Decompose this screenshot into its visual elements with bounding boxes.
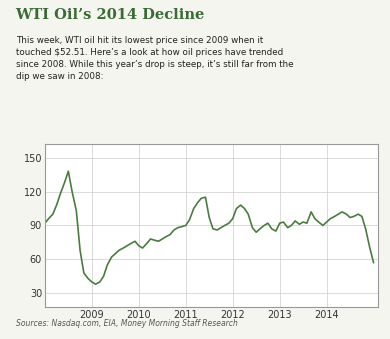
Text: This week, WTI oil hit its lowest price since 2009 when it
touched $52.51. Here’: This week, WTI oil hit its lowest price … [16,36,293,81]
Text: WTI Oil’s 2014 Decline: WTI Oil’s 2014 Decline [16,8,205,22]
Text: Sources: Nasdaq.com, EIA, Money Morning Staff Research: Sources: Nasdaq.com, EIA, Money Morning … [16,319,238,328]
